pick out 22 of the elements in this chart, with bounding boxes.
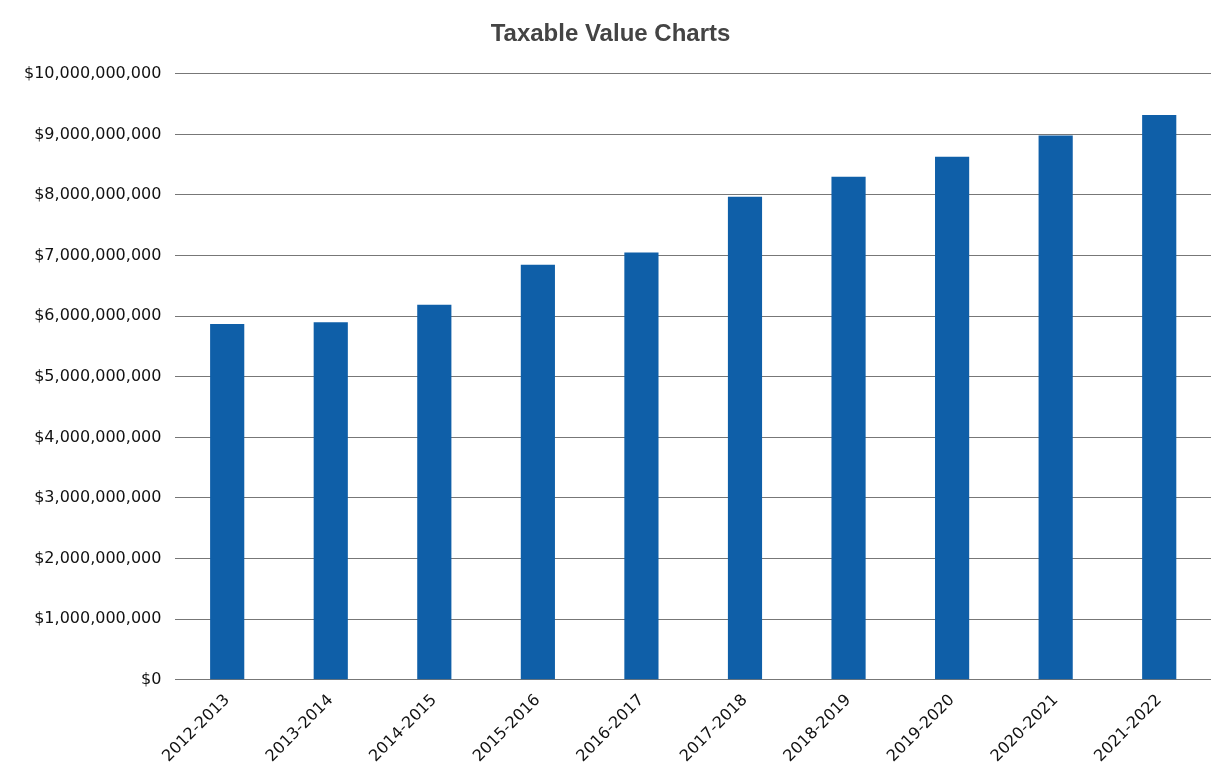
y-tick-label: $10,000,000,000 bbox=[23, 62, 162, 82]
bar bbox=[727, 196, 763, 680]
bar bbox=[935, 156, 970, 680]
y-tick-label: $9,000,000,000 bbox=[34, 123, 162, 143]
bar bbox=[1038, 135, 1073, 680]
bar bbox=[417, 304, 452, 680]
bar bbox=[520, 264, 555, 680]
y-tick-label: $7,000,000,000 bbox=[34, 244, 162, 264]
bar bbox=[831, 176, 866, 680]
bar bbox=[210, 324, 245, 680]
y-tick-label: $1,000,000,000 bbox=[34, 608, 162, 628]
bar bbox=[624, 252, 659, 680]
y-tick-label: $2,000,000,000 bbox=[34, 547, 162, 567]
y-tick-label: $0 bbox=[141, 668, 162, 688]
y-tick-label: $6,000,000,000 bbox=[34, 305, 162, 325]
bar bbox=[313, 322, 348, 680]
bar bbox=[1142, 115, 1177, 680]
y-tick-label: $4,000,000,000 bbox=[34, 426, 162, 446]
chart-title: Taxable Value Charts bbox=[490, 19, 731, 47]
y-tick-label: $5,000,000,000 bbox=[34, 365, 162, 385]
y-tick-label: $3,000,000,000 bbox=[34, 487, 162, 507]
y-tick-label: $8,000,000,000 bbox=[34, 184, 162, 204]
